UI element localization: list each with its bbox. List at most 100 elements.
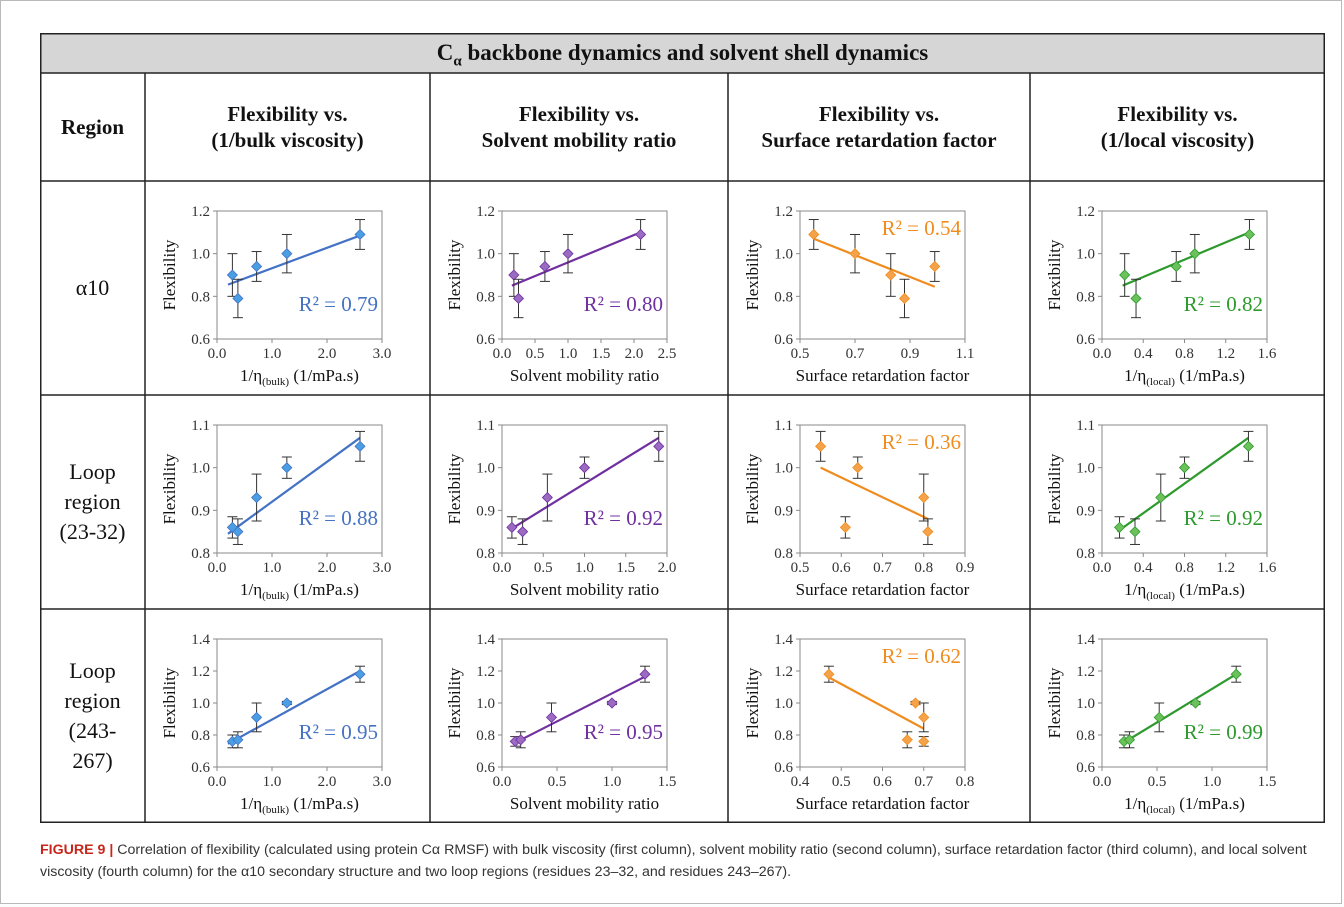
figure-caption: FIGURE 9 | Correlation of flexibility (c…	[40, 839, 1330, 883]
data-point	[354, 668, 366, 680]
x-tick-label: 0.0	[208, 560, 227, 576]
x-tick-label: 0.5	[832, 774, 851, 790]
data-point	[635, 228, 647, 241]
data-point	[808, 228, 820, 241]
plot-area	[216, 424, 383, 554]
y-tick-label: 0.6	[1076, 760, 1095, 776]
row-label-alpha10: α10	[75, 275, 110, 300]
y-tick-label: 0.8	[774, 546, 793, 562]
plot-area	[501, 638, 668, 768]
x-tick-label: 1.5	[1258, 774, 1277, 790]
y-tick-label: 0.8	[191, 289, 210, 305]
y-tick-label: 1.2	[774, 204, 793, 220]
y-tick-label: 0.9	[1076, 503, 1095, 519]
data-point	[541, 491, 553, 504]
x-tick-label: 0.5	[526, 346, 545, 362]
y-tick-label: 0.6	[476, 760, 495, 776]
y-tick-label: 0.6	[191, 760, 210, 776]
x-tick-label: 0.5	[548, 774, 567, 790]
x-axis-label: 1/η(bulk) (1/mPa.s)	[240, 794, 359, 816]
y-tick-label: 1.2	[1076, 664, 1095, 680]
y-axis-label: Flexibility	[445, 667, 464, 738]
y-tick-label: 1.2	[476, 204, 495, 220]
x-tick-label: 1.2	[1216, 346, 1235, 362]
fit-line	[828, 676, 925, 730]
y-tick-label: 1.1	[774, 418, 793, 434]
r-squared-label: R² = 0.62	[882, 644, 961, 668]
r-squared-label: R² = 0.92	[1184, 506, 1263, 530]
y-tick-label: 0.8	[191, 728, 210, 744]
y-tick-label: 1.4	[1076, 632, 1095, 648]
r-squared-label: R² = 0.99	[1184, 720, 1263, 744]
y-axis-label: Flexibility	[743, 239, 762, 310]
data-point	[922, 526, 934, 538]
fit-line	[511, 231, 642, 287]
y-tick-label: 1.0	[191, 696, 210, 712]
data-point	[251, 491, 263, 504]
x-tick-label: 0.0	[493, 774, 512, 790]
x-tick-label: 0.4	[1134, 560, 1153, 576]
x-axis-label: Solvent mobility ratio	[510, 580, 659, 599]
chart-r2c1: 0.8 0.9 1.0 1.1 0.0 1.0 2.0 3.0 Flexibility 1/η(b…	[160, 418, 391, 602]
r-squared-label: R² = 0.79	[299, 292, 378, 316]
data-point	[354, 440, 366, 452]
chart-r1c1: 0.6 0.8 1.0 1.2 0.0 1.0 2.0 3.0 Flexibility 1/η(b…	[160, 204, 391, 388]
y-tick-label: 0.8	[476, 728, 495, 744]
data-point	[508, 269, 520, 281]
x-axis-label: 1/η(local) (1/mPa.s)	[1124, 366, 1245, 388]
fit-line	[820, 466, 929, 520]
y-axis-label: Flexibility	[1045, 239, 1064, 310]
y-tick-label: 0.8	[774, 728, 793, 744]
x-tick-label: 0.6	[832, 560, 851, 576]
data-point	[1119, 269, 1131, 281]
r-squared-label: R² = 0.82	[1184, 292, 1263, 316]
plot-area	[501, 210, 668, 340]
x-tick-label: 1.0	[603, 774, 622, 790]
data-point	[852, 462, 864, 474]
x-tick-label: 0.0	[1093, 774, 1112, 790]
r-squared-label: R² = 0.95	[299, 720, 378, 744]
data-point	[517, 526, 529, 538]
y-tick-label: 1.4	[191, 632, 210, 648]
x-axis-label: 1/η(local) (1/mPa.s)	[1124, 794, 1245, 816]
x-tick-label: 2.0	[318, 774, 337, 790]
chart-r2c3: 0.8 0.9 1.0 1.1 0.5 0.6 0.7 0.8 0.9 Flexibility Su…	[743, 418, 974, 599]
y-tick-label: 1.0	[774, 461, 793, 477]
fit-line	[227, 670, 361, 745]
data-point	[653, 440, 665, 452]
plot-area	[216, 210, 383, 340]
data-point	[1170, 260, 1182, 273]
y-tick-label: 1.4	[774, 632, 793, 648]
y-axis-label: Flexibility	[445, 453, 464, 524]
fit-line	[813, 237, 936, 288]
chart-r1c4: 0.6 0.8 1.0 1.2 0.0 0.4 0.8 1.2 1.6 Flexibility 1/…	[1045, 204, 1277, 388]
x-axis-label: Solvent mobility ratio	[510, 794, 659, 813]
y-tick-label: 0.8	[1076, 728, 1095, 744]
chart-r3c1: 0.6 0.8 1.0 1.2 1.4 0.0 1.0 2.0 3.0 Flexibility 1/…	[160, 632, 391, 816]
data-point	[1130, 292, 1142, 305]
y-tick-label: 0.9	[191, 503, 210, 519]
x-tick-label: 0.9	[901, 346, 920, 362]
y-tick-label: 1.2	[476, 664, 495, 680]
x-tick-label: 3.0	[373, 774, 392, 790]
x-tick-label: 1.1	[956, 346, 975, 362]
y-tick-label: 1.2	[1076, 204, 1095, 220]
data-point	[506, 521, 518, 533]
caption-text: Correlation of flexibility (calculated u…	[40, 842, 1307, 880]
caption-label: FIGURE 9 |	[40, 842, 114, 858]
y-tick-label: 0.9	[774, 503, 793, 519]
fit-line	[512, 675, 646, 745]
table-grid	[40, 33, 1325, 823]
y-tick-label: 1.0	[191, 247, 210, 263]
x-tick-label: 0.6	[873, 774, 892, 790]
chart-r1c2: 0.6 0.8 1.0 1.2 0.0 0.5 1.0 1.5 2.0 2.5 Flexibilit…	[445, 204, 676, 385]
fit-line	[509, 436, 660, 531]
x-tick-label: 1.0	[559, 346, 578, 362]
chart-r2c4: 0.8 0.9 1.0 1.1 0.0 0.4 0.8 1.2 1.6 Flexibility 1/…	[1045, 418, 1277, 602]
y-axis-label: Flexibility	[1045, 453, 1064, 524]
data-point	[281, 697, 293, 709]
y-tick-label: 0.9	[476, 503, 495, 519]
x-tick-label: 0.9	[956, 560, 975, 576]
y-tick-label: 1.0	[476, 247, 495, 263]
